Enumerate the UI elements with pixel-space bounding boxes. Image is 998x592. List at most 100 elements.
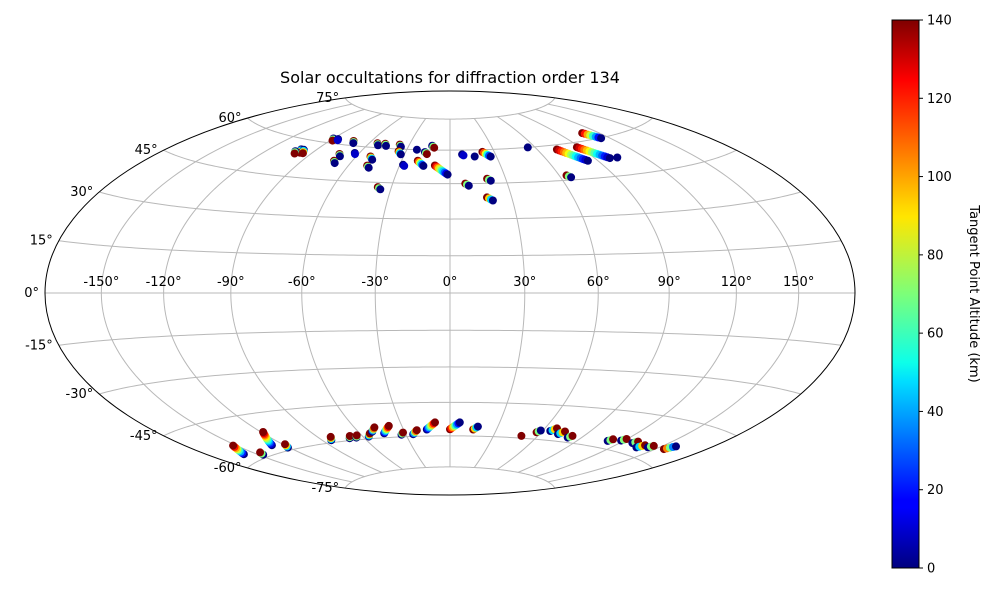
lat-tick-label: -15° xyxy=(25,338,53,353)
colorbar-tick-label: 20 xyxy=(927,483,944,498)
lon-tick-label: 120° xyxy=(721,275,752,290)
occultation-point xyxy=(374,141,382,150)
meridian-line xyxy=(100,103,353,483)
colorbar-tick-label: 40 xyxy=(927,405,944,420)
meridian-line xyxy=(374,118,427,468)
occultation-point xyxy=(326,432,335,441)
lon-tick-label: 30° xyxy=(513,275,536,290)
meridian-line xyxy=(517,113,670,473)
colorbar-tick-label: 120 xyxy=(927,92,952,107)
occultation-point xyxy=(464,181,473,190)
occultation-point xyxy=(455,418,464,427)
occultation-point xyxy=(400,161,409,170)
lon-tick-label: -90° xyxy=(217,275,245,290)
occultation-point xyxy=(517,431,526,440)
colorbar-gradient xyxy=(891,19,920,569)
occultation-point xyxy=(597,134,606,143)
occultation-point xyxy=(486,176,495,185)
occultation-point xyxy=(459,151,468,160)
meridian-line xyxy=(497,116,599,470)
occultation-point xyxy=(470,152,479,161)
occultation-point xyxy=(412,426,421,435)
occultation-point xyxy=(422,150,431,159)
occultation-point xyxy=(473,422,482,431)
occultation-point xyxy=(561,427,569,436)
latitude-tick-labels: 75° 60° 45° 30° 15° 0° -15° -30° -45° -60° -75° xyxy=(24,91,339,496)
lon-tick-label: -150° xyxy=(83,275,119,290)
longitude-tick-labels: -150° -120° -90° -60° -30° 0° 30° 60° 90° 120° 150… xyxy=(83,275,814,290)
occultation-point xyxy=(290,149,299,158)
colorbar: 0 20 40 60 80 100 120 140 Tangent Point Altitud… xyxy=(891,14,981,577)
occultation-point xyxy=(335,152,344,161)
lat-tick-label: 30° xyxy=(70,185,93,200)
occultation-point xyxy=(605,154,614,163)
occultation-point xyxy=(256,448,265,457)
occultation-point xyxy=(349,139,358,148)
lon-tick-label: -30° xyxy=(361,275,389,290)
occultation-point xyxy=(281,440,289,449)
colorbar-tick-label: 140 xyxy=(927,14,952,29)
occultation-point xyxy=(351,150,359,159)
lat-tick-label: 15° xyxy=(30,234,53,249)
occultation-point xyxy=(412,145,421,154)
occultation-point xyxy=(368,155,377,164)
occultation-point xyxy=(488,196,497,205)
meridian-line xyxy=(230,113,383,473)
meridian-line xyxy=(163,108,365,478)
chart-title: Solar occultations for diffraction order… xyxy=(280,68,620,87)
lat-tick-label: -75° xyxy=(311,481,339,496)
occultation-point xyxy=(613,153,622,162)
lat-tick-label: 75° xyxy=(316,91,339,106)
lon-tick-label: -120° xyxy=(146,275,182,290)
lat-tick-label: 45° xyxy=(135,143,158,158)
lon-tick-label: 0° xyxy=(443,275,458,290)
occultation-point xyxy=(364,163,373,172)
occultation-point xyxy=(333,136,342,145)
occultation-point xyxy=(486,152,495,161)
occultation-point xyxy=(609,435,618,444)
lon-tick-label: -60° xyxy=(288,275,316,290)
occultation-point xyxy=(399,428,407,437)
occultation-point xyxy=(345,432,354,440)
occultation-point xyxy=(649,441,658,450)
occultation-point xyxy=(396,150,405,159)
occultation-point xyxy=(583,156,592,165)
occultation-point xyxy=(523,143,532,152)
occultation-point xyxy=(568,431,577,440)
lat-tick-label: -60° xyxy=(214,461,242,476)
lat-tick-label: 0° xyxy=(24,286,39,301)
colorbar-tick-label: 0 xyxy=(927,562,935,577)
occultation-point xyxy=(567,173,576,182)
occultation-point xyxy=(382,141,390,150)
occultation-point xyxy=(672,442,680,451)
graticule xyxy=(45,97,855,489)
occultation-point xyxy=(376,185,385,194)
lon-tick-label: 60° xyxy=(587,275,610,290)
lat-tick-label: -45° xyxy=(130,429,158,444)
meridian-line xyxy=(473,118,526,468)
occultation-point xyxy=(431,418,439,427)
occultation-point xyxy=(352,431,361,440)
colorbar-label: Tangent Point Altitude (km) xyxy=(966,204,981,382)
lon-tick-label: 150° xyxy=(783,275,814,290)
occultation-point xyxy=(229,441,238,450)
occultation-point xyxy=(298,149,307,158)
occultation-point xyxy=(419,161,428,170)
occultation-point xyxy=(370,423,379,432)
colorbar-tick-label: 60 xyxy=(927,327,944,342)
meridian-line xyxy=(301,116,403,470)
lat-tick-label: -30° xyxy=(66,387,94,402)
occultation-point xyxy=(259,428,268,436)
occultation-point xyxy=(430,143,439,152)
lat-tick-label: 60° xyxy=(218,111,241,126)
occultation-point xyxy=(536,426,545,435)
occultation-point xyxy=(384,421,393,430)
colorbar-ticks: 0 20 40 60 80 100 120 140 xyxy=(919,14,952,577)
occultation-point xyxy=(330,159,339,168)
colorbar-tick-label: 100 xyxy=(927,170,952,185)
meridian-line xyxy=(535,108,737,478)
colorbar-tick-label: 80 xyxy=(927,248,944,263)
occultation-point xyxy=(622,435,631,443)
lon-tick-label: 90° xyxy=(658,275,681,290)
